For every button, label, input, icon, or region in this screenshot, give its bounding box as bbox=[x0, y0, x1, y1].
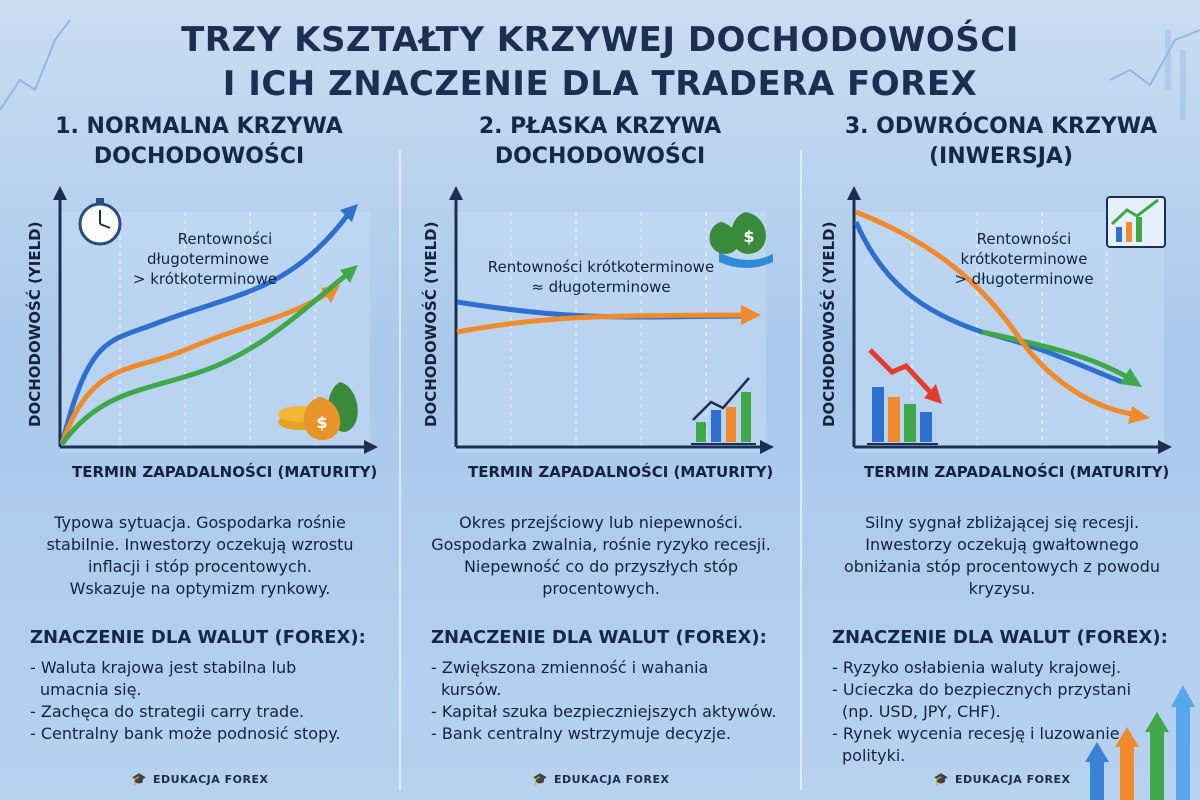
panel-description: Silny sygnał zbliżającej się recesji. In… bbox=[843, 513, 1161, 598]
panel-divider bbox=[399, 150, 401, 790]
curve-orange bbox=[456, 312, 747, 335]
panel-flat-curve: 2. PŁASKA KRZYWA DOCHODOWOŚCI DOCHODOWOŚ… bbox=[401, 112, 799, 800]
fx-heading: ZNACZENIE DLA WALUT (FOREX): bbox=[832, 627, 1168, 648]
svg-text:$: $ bbox=[743, 227, 754, 246]
title-line-2: I ICH ZNACZENIE DLA TRADERA FOREX bbox=[222, 64, 978, 104]
panel-title: 2. PŁASKA KRZYWA DOCHODOWOŚCI bbox=[478, 114, 722, 169]
annotation: Rentowności bbox=[178, 230, 273, 248]
svg-text:≈ długoterminowe: ≈ długoterminowe bbox=[531, 278, 670, 296]
bar-chart-up-icon bbox=[691, 377, 756, 445]
fx-points: - Zwiększona zmienność i wahania kursów.… bbox=[431, 658, 777, 743]
panel-inverted-curve: 3. ODWRÓCONA KRZYWA (INWERSJA) DOCHODOWO… bbox=[802, 112, 1200, 800]
money-hand-icon: $ bbox=[709, 212, 773, 268]
y-axis-label: DOCHODOWOŚĆ (YIELD) bbox=[421, 222, 440, 427]
graduation-cap-icon: 🎓 bbox=[532, 772, 548, 786]
curve-blue bbox=[59, 210, 352, 445]
brand-label: 🎓 EDUKACJA FOREX bbox=[131, 772, 269, 786]
curve-orange bbox=[59, 289, 332, 445]
curve-blue bbox=[853, 221, 1123, 385]
annotation: Rentowności bbox=[977, 230, 1072, 248]
x-axis-label: TERMIN ZAPADALNOŚCI (MATURITY) bbox=[72, 462, 377, 481]
brand-label: 🎓 EDUKACJA FOREX bbox=[532, 772, 670, 786]
panel-description: Okres przejściowy lub niepewności. Gospo… bbox=[431, 513, 771, 598]
x-axis-label: TERMIN ZAPADALNOŚCI (MATURITY) bbox=[864, 462, 1169, 481]
bar-chart-down-icon bbox=[867, 348, 942, 445]
panel-divider bbox=[800, 150, 802, 790]
graduation-cap-icon: 🎓 bbox=[131, 772, 147, 786]
chart-screen-icon bbox=[1106, 196, 1166, 248]
svg-text:długoterminowe: długoterminowe bbox=[147, 250, 269, 268]
fx-points: - Waluta krajowa jest stabilna lub umacn… bbox=[30, 658, 341, 743]
y-axis-label: DOCHODOWOŚĆ (YIELD) bbox=[819, 222, 838, 427]
panel-title: 1. NORMALNA KRZYWA DOCHODOWOŚCI bbox=[55, 114, 343, 169]
graduation-cap-icon: 🎓 bbox=[933, 772, 949, 786]
brand-label: 🎓 EDUKACJA FOREX bbox=[933, 772, 1071, 786]
curve-green bbox=[59, 270, 352, 446]
svg-text:> długoterminowe: > długoterminowe bbox=[954, 270, 1093, 288]
curve-green bbox=[981, 329, 1129, 380]
svg-text:> krótkoterminowe: > krótkoterminowe bbox=[133, 270, 277, 288]
panel-normal-curve: 1. NORMALNA KRZYWA DOCHODOWOŚCI DOCHODOW… bbox=[0, 112, 398, 800]
flat-yield-curve-chart: DOCHODOWOŚĆ (YIELD) TERMIN ZAPADALNOŚCI … bbox=[421, 186, 774, 481]
fx-heading: ZNACZENIE DLA WALUT (FOREX): bbox=[30, 627, 366, 648]
annotation: Rentowności krótkoterminowe bbox=[488, 258, 714, 276]
money-bags-icon: $ bbox=[278, 382, 358, 440]
title-line-1: TRZY KSZTAŁTY KRZYWEJ DOCHODOWOŚCI bbox=[181, 20, 1019, 60]
y-axis-label: DOCHODOWOŚĆ (YIELD) bbox=[25, 222, 44, 427]
svg-text:$: $ bbox=[316, 413, 327, 432]
panel-description: Typowa sytuacja. Gospodarka rośnie stabi… bbox=[46, 513, 354, 598]
page-title: TRZY KSZTAŁTY KRZYWEJ DOCHODOWOŚCI I ICH… bbox=[0, 18, 1200, 106]
x-axis-label: TERMIN ZAPADALNOŚCI (MATURITY) bbox=[468, 462, 773, 481]
svg-text:krótkoterminowe: krótkoterminowe bbox=[961, 250, 1088, 268]
fx-heading: ZNACZENIE DLA WALUT (FOREX): bbox=[431, 627, 767, 648]
curve-orange bbox=[855, 209, 1133, 417]
stopwatch-icon bbox=[78, 198, 122, 246]
normal-yield-curve-chart: DOCHODOWOŚĆ (YIELD) TERMIN ZAPADALNOŚCI … bbox=[25, 186, 378, 481]
fx-points: - Ryzyko osłabienia waluty krajowej. - U… bbox=[832, 658, 1132, 765]
panel-title: 3. ODWRÓCONA KRZYWA (INWERSJA) bbox=[844, 114, 1158, 169]
inverted-yield-curve-chart: DOCHODOWOŚĆ (YIELD) TERMIN ZAPADALNOŚCI … bbox=[819, 186, 1172, 481]
